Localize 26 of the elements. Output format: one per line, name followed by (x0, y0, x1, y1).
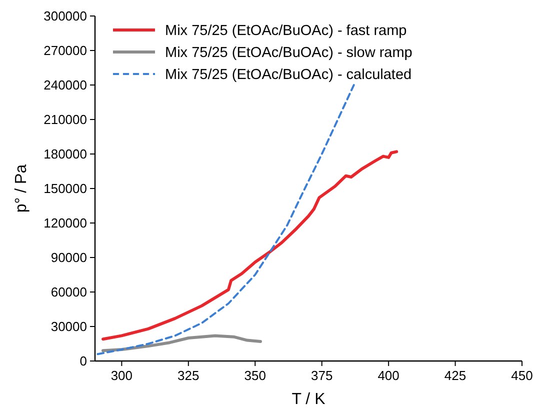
x-tick-label: 375 (310, 368, 333, 383)
x-tick-label: 300 (110, 368, 133, 383)
x-tick-label: 400 (378, 368, 400, 383)
x-axis-title: T / K (292, 391, 326, 408)
y-tick-label: 60000 (50, 284, 87, 300)
legend-label: Mix 75/25 (EtOAc/BuOAc) - slow ramp (165, 45, 412, 61)
x-tick-label: 450 (511, 368, 533, 383)
y-tick-label: 240000 (44, 78, 87, 92)
x-tick-label: 325 (178, 368, 200, 383)
line-series (102, 334, 262, 352)
legend-label: Mix 75/25 (EtOAc/BuOAc) - calculated (165, 67, 412, 83)
line-series (96, 84, 355, 356)
y-tick-label: 300000 (44, 8, 87, 24)
x-tick-label: 350 (244, 368, 266, 383)
y-tick-label: 150000 (44, 181, 87, 196)
y-tick-label: 120000 (44, 216, 87, 230)
y-tick-label: 30000 (50, 319, 87, 334)
y-tick-label: 180000 (44, 146, 87, 162)
y-tick-label: 90000 (50, 250, 87, 265)
line-series (102, 150, 398, 341)
y-tick-label: 270000 (44, 43, 87, 58)
y-tick-label: 210000 (44, 112, 87, 127)
y-axis-title: p° / Pa (13, 164, 30, 213)
legend-label: Mix 75/25 (EtOAc/BuOAc) - fast ramp (165, 23, 407, 39)
y-tick-label: 0 (80, 354, 87, 368)
x-tick-label: 425 (444, 368, 466, 383)
